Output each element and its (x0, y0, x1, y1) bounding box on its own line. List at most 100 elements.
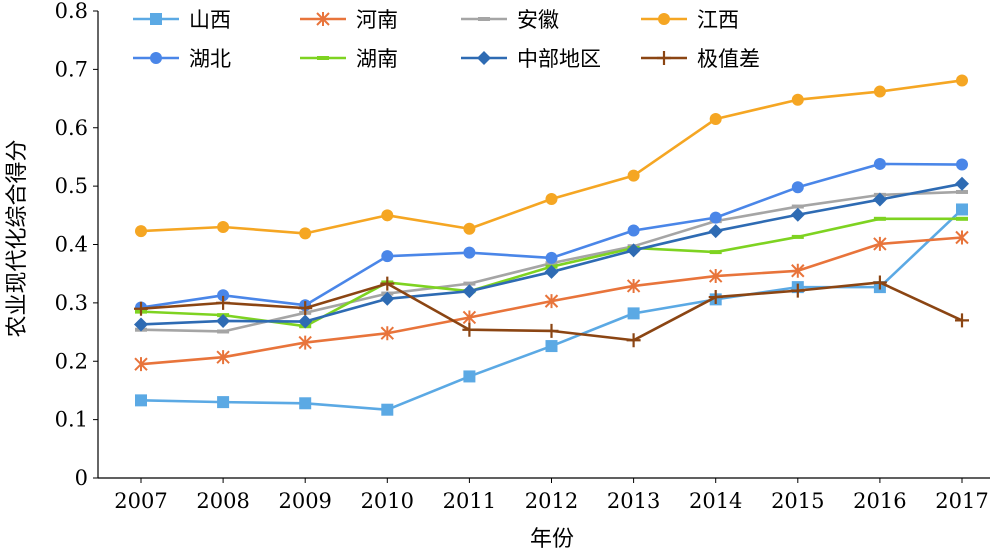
data-point (873, 236, 887, 251)
data-point (626, 243, 641, 258)
data-point (709, 250, 722, 255)
legend-item: 湖南 (300, 47, 398, 71)
series-layer (134, 74, 969, 416)
data-point (380, 276, 395, 291)
series-7 (134, 176, 969, 332)
legend-marker (150, 52, 162, 64)
y-axis-title: 农业现代化综合得分 (5, 139, 30, 337)
series-2 (134, 230, 969, 372)
data-point (299, 227, 312, 240)
legend-marker (317, 56, 329, 60)
data-point (545, 192, 558, 205)
data-point (708, 269, 723, 284)
legend-item: 湖北 (133, 47, 231, 71)
legend-label: 湖北 (189, 47, 231, 71)
data-point (462, 310, 477, 325)
y-tick-label: 0 (75, 466, 88, 490)
legend-marker (658, 13, 670, 25)
legend-item: 中部地区 (461, 47, 601, 71)
data-point (956, 203, 968, 216)
legend-item: 河南 (300, 8, 398, 32)
data-point (708, 224, 723, 239)
legend-item: 极值差 (641, 47, 760, 71)
data-point (381, 403, 394, 416)
data-point (463, 370, 476, 383)
x-tick-label: 2009 (278, 489, 331, 513)
data-point (216, 350, 230, 365)
y-tick-label: 0.6 (55, 116, 88, 140)
data-point (709, 211, 722, 224)
data-point (873, 85, 886, 98)
legend-label: 山西 (189, 8, 231, 32)
legend-label: 中部地区 (517, 47, 601, 71)
data-point (380, 291, 395, 306)
data-point (955, 176, 969, 191)
data-point (873, 157, 886, 170)
data-point (545, 251, 558, 264)
data-point (134, 357, 148, 372)
x-tick-label: 2016 (853, 489, 906, 513)
x-tick-label: 2012 (525, 489, 578, 513)
data-point (298, 335, 312, 350)
x-tick-label: 2007 (114, 489, 167, 513)
legend-label: 河南 (356, 8, 398, 32)
data-point (955, 230, 969, 245)
data-point (463, 281, 476, 286)
legend-label: 极值差 (697, 47, 760, 71)
y-tick-label: 0.7 (55, 57, 88, 81)
series-5 (135, 157, 968, 314)
data-point (298, 301, 313, 316)
legend-item: 江西 (641, 8, 739, 32)
legend-item: 安徽 (461, 8, 559, 32)
series-4 (135, 74, 968, 240)
chart-axes: 0 0.1 0.2 0.3 0.4 0.5 0.6 0.7 0.8 2007 2008 2009 201… (55, 0, 990, 513)
data-point (791, 181, 804, 194)
x-tick-label: 2014 (689, 489, 742, 513)
legend-marker (657, 51, 671, 65)
data-point (544, 323, 559, 338)
y-tick-label: 0.5 (55, 174, 88, 198)
data-point (791, 263, 805, 278)
legend-marker (150, 13, 162, 25)
x-tick-label: 2010 (361, 489, 414, 513)
data-point (462, 322, 477, 337)
data-point (872, 192, 887, 207)
data-point (627, 224, 640, 237)
series-line (140, 79, 963, 235)
data-point (626, 333, 641, 348)
x-tick-label: 2008 (196, 489, 249, 513)
data-point (135, 394, 147, 407)
y-tick-label: 0.4 (55, 233, 88, 257)
series-1 (135, 203, 968, 416)
data-point (873, 216, 886, 221)
legend-label: 江西 (697, 8, 739, 32)
data-point (627, 169, 640, 182)
data-point (381, 209, 394, 222)
data-point (956, 189, 968, 194)
data-point (298, 314, 313, 329)
series-8 (134, 275, 969, 348)
x-tick-label: 2015 (771, 489, 824, 513)
x-tick-label: 2017 (935, 489, 988, 513)
data-point (627, 307, 640, 320)
data-point (134, 317, 148, 332)
y-tick-label: 0.2 (55, 349, 88, 373)
data-point (381, 250, 394, 263)
data-point (956, 74, 968, 87)
data-point (135, 225, 147, 238)
legend-marker (477, 51, 491, 65)
data-point (708, 290, 723, 305)
x-axis-title: 年份 (530, 527, 574, 552)
series-line (140, 208, 963, 412)
legend-item: 山西 (133, 8, 231, 32)
data-point (626, 278, 641, 293)
data-point (791, 234, 804, 239)
legend-label: 安徽 (517, 8, 559, 32)
data-point (545, 340, 558, 353)
y-tick-label: 0.1 (55, 408, 88, 432)
data-point (544, 264, 559, 279)
data-point (462, 284, 477, 299)
data-point (463, 246, 476, 259)
legend-marker (478, 17, 490, 21)
